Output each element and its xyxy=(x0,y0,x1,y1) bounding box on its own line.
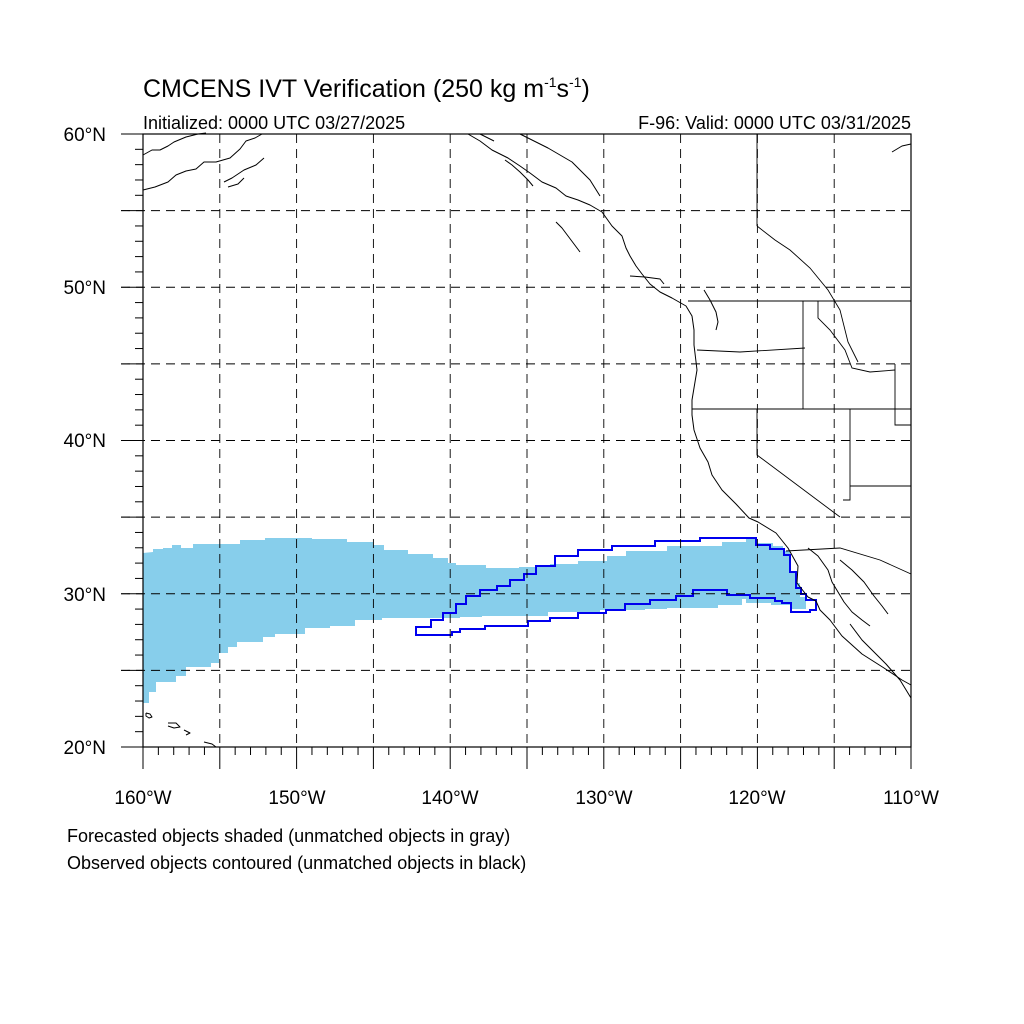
forecast-caption: Forecasted objects shaded (unmatched obj… xyxy=(67,826,510,846)
lon-label-150w: 150°W xyxy=(268,788,325,809)
observed-caption: Observed objects contoured (unmatched ob… xyxy=(67,853,526,873)
coastlines xyxy=(142,132,912,748)
lat-label-30: 30°N xyxy=(64,585,106,606)
init-time-label: Initialized: 0000 UTC 03/27/2025 xyxy=(143,113,405,133)
longitude-labels: 160°W 150°W 140°W 130°W 120°W 110°W xyxy=(114,788,939,809)
latitude-labels: 60°N 50°N 40°N 30°N 20°N xyxy=(64,125,106,759)
axis-ticks xyxy=(121,133,912,769)
lon-label-140w: 140°W xyxy=(421,788,478,809)
forecast-ivt-object xyxy=(143,538,806,712)
title-exponent-2: -1 xyxy=(569,74,582,90)
lat-label-40: 40°N xyxy=(64,431,106,452)
lat-lon-gridlines xyxy=(121,134,911,747)
lat-label-20: 20°N xyxy=(64,738,106,759)
lon-label-110w: 110°W xyxy=(883,788,939,809)
title-close: ) xyxy=(581,75,589,103)
title-unit-s: s xyxy=(557,75,570,103)
lon-label-120w: 120°W xyxy=(728,788,785,809)
political-borders xyxy=(688,134,912,575)
valid-time-label: F-96: Valid: 0000 UTC 03/31/2025 xyxy=(638,113,911,133)
title-main-text: CMCENS IVT Verification (250 kg m xyxy=(143,75,544,103)
lon-label-160w: 160°W xyxy=(114,788,171,809)
map-title: CMCENS IVT Verification (250 kg m-1s-1) xyxy=(143,74,590,103)
lon-label-130w: 130°W xyxy=(575,788,632,809)
lat-label-60: 60°N xyxy=(64,125,106,146)
title-exponent-1: -1 xyxy=(544,74,557,90)
lat-label-50: 50°N xyxy=(64,278,106,299)
